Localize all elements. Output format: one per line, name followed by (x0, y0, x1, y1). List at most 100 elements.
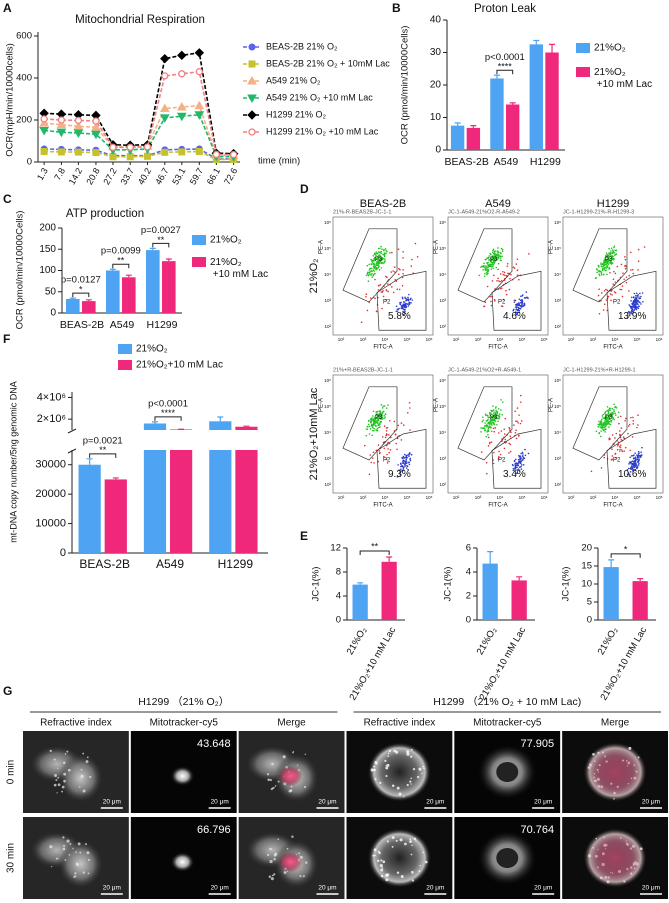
speckle (376, 859, 380, 863)
marker (57, 116, 66, 124)
marker (91, 130, 101, 140)
event-dot (487, 428, 489, 430)
event-dot (490, 410, 493, 413)
event-dot (506, 262, 509, 265)
speckle (379, 781, 382, 784)
event-dot (480, 431, 482, 433)
speckle (75, 862, 78, 865)
event-dot (491, 263, 493, 266)
event-dot (609, 293, 612, 295)
event-dot (371, 423, 373, 426)
event-dot (372, 269, 375, 272)
event-dot (408, 453, 410, 456)
mito-signal (170, 852, 195, 872)
x-tick-label: 10² (568, 337, 575, 342)
event-dot (624, 419, 626, 422)
event-dot (638, 462, 640, 465)
line-chart: 0 200 400 600 1.3 7.8 14.2 20.8 27.2 33.7 40.2 46.7… (3, 1, 390, 186)
speckle (74, 872, 77, 875)
bar (143, 423, 167, 430)
event-dot (598, 273, 600, 275)
bar (632, 581, 648, 620)
speckle (79, 851, 82, 854)
event-dot (383, 257, 385, 260)
error-bar (608, 559, 615, 568)
event-dot (414, 242, 417, 245)
speckle (370, 768, 374, 772)
legend-marker (247, 75, 257, 85)
event-dot (639, 292, 641, 295)
speckle (412, 768, 416, 771)
event-dot (494, 250, 497, 253)
event-dot (386, 250, 388, 253)
event-dot (485, 258, 488, 261)
event-dot (490, 412, 492, 415)
significance-stars: ** (117, 256, 125, 266)
speckle (410, 777, 413, 780)
event-dot (374, 278, 376, 281)
event-dot (402, 272, 404, 275)
event-dot (408, 301, 411, 304)
event-dot (491, 430, 493, 433)
event-dot (516, 306, 518, 309)
event-dot (493, 430, 496, 433)
intensity-value: 43.648 (197, 738, 231, 750)
event-dot (383, 417, 385, 420)
speckle (49, 845, 53, 849)
scale-bar-label: 20 μm (426, 885, 444, 892)
event-dot (631, 454, 633, 457)
event-dot (520, 420, 523, 422)
p-value: p=0.0127 (61, 275, 101, 286)
event-dot (488, 425, 491, 428)
event-dot (600, 265, 603, 268)
event-dot (486, 268, 488, 271)
event-dot (520, 305, 523, 308)
speckle (409, 838, 412, 841)
event-dot (408, 401, 411, 404)
speckle (61, 790, 63, 793)
event-dot (481, 416, 484, 418)
bar (352, 584, 368, 620)
x-tick-label: 10⁴ (497, 495, 504, 500)
event-dot (512, 464, 514, 467)
speckle (411, 844, 413, 847)
legend-swatch (192, 235, 206, 245)
nucleus (496, 762, 519, 782)
event-dot (620, 438, 623, 441)
event-dot (402, 313, 405, 316)
mito-signal (278, 852, 303, 872)
x-tick-label: 10⁶ (426, 495, 433, 500)
event-dot (487, 436, 490, 439)
y-axis-label: OCR (pmol/min/10000Cells) (15, 211, 26, 330)
gate-p2 (606, 270, 657, 331)
event-dot (605, 415, 607, 418)
speckle (406, 750, 410, 754)
event-dot (369, 271, 371, 273)
y-tick-label: 4 (466, 567, 471, 578)
event-dot (607, 420, 609, 422)
event-dot (490, 257, 493, 259)
event-dot (627, 467, 630, 470)
event-dot (516, 274, 519, 276)
event-dot (488, 255, 490, 257)
percent-label: 13.9% (618, 311, 646, 322)
event-dot (639, 454, 641, 457)
event-dot (501, 414, 504, 416)
y-tick-label: 600 (16, 31, 32, 42)
event-dot (633, 468, 635, 471)
speckle (372, 854, 375, 857)
legend-swatch (118, 344, 132, 354)
event-dot (624, 258, 627, 261)
event-dot (404, 465, 406, 467)
event-dot (623, 450, 625, 452)
event-dot (404, 308, 406, 311)
event-dot (638, 452, 640, 454)
event-dot (490, 304, 493, 307)
event-dot (600, 418, 603, 421)
event-dot (485, 426, 488, 428)
marker (176, 101, 187, 111)
speckle (299, 874, 302, 878)
event-dot (518, 309, 521, 312)
speckle (418, 767, 422, 771)
